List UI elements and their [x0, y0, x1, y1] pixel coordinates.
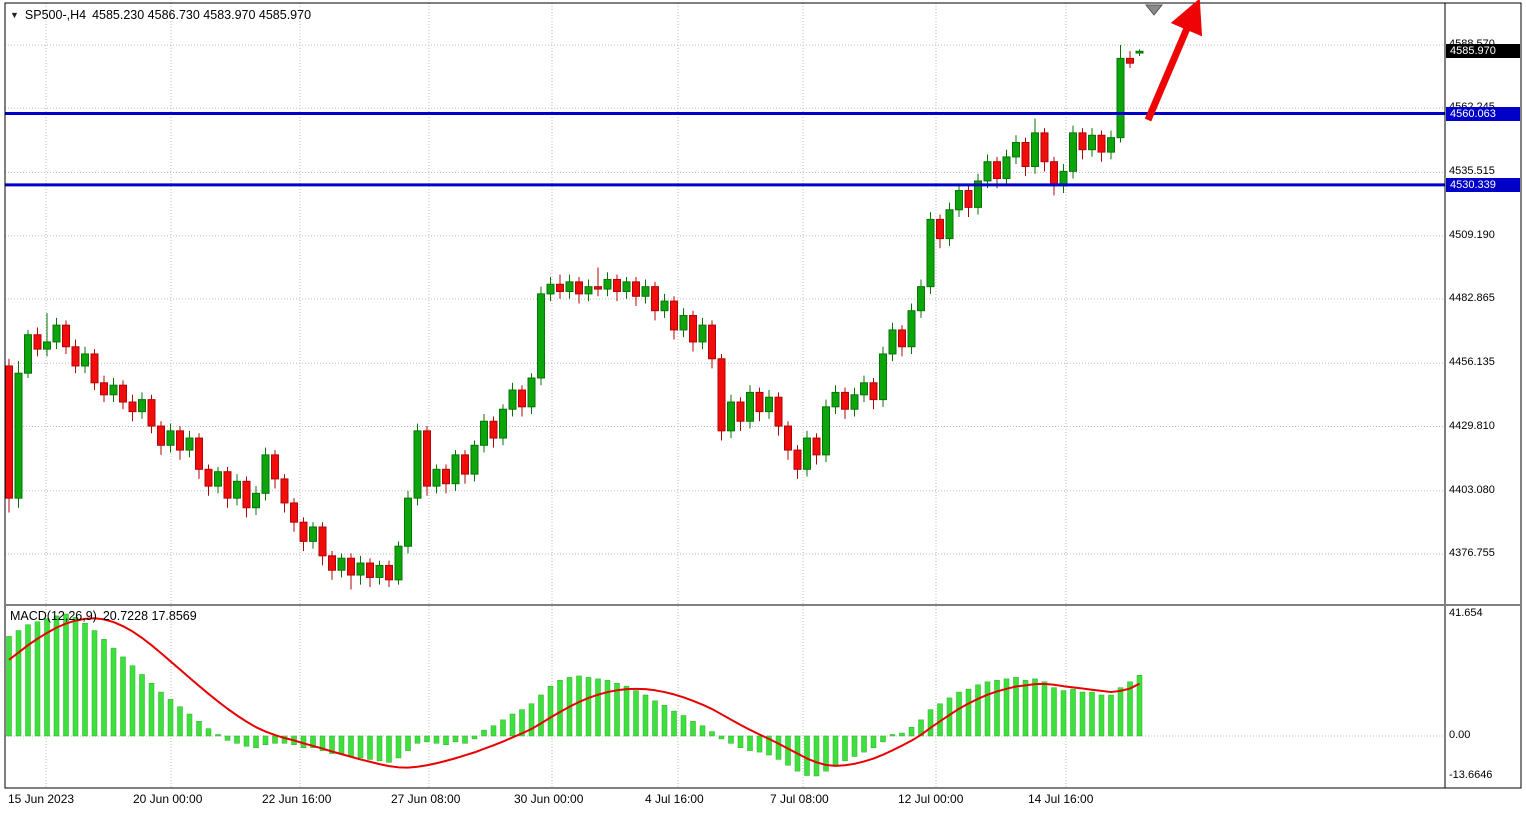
time-axis-label: 12 Jul 00:00 — [898, 792, 964, 806]
current-price-badge: 4585.970 — [1446, 44, 1520, 59]
macd-values: 20.7228 17.8569 — [102, 609, 197, 623]
time-axis-label: 14 Jul 16:00 — [1028, 792, 1094, 806]
time-axis-label: 20 Jun 00:00 — [133, 792, 203, 806]
time-axis-label: 4 Jul 16:00 — [645, 792, 704, 806]
candles — [5, 45, 1144, 590]
price-axis-label: -13.6646 — [1449, 769, 1493, 781]
price-axis-label: 4535.515 — [1449, 165, 1495, 178]
price-axis-label: 41.654 — [1449, 607, 1483, 619]
price-axis-label: 0.00 — [1449, 728, 1471, 741]
time-axis-label: 27 Jun 08:00 — [391, 792, 461, 806]
time-axis-label: 7 Jul 08:00 — [770, 792, 829, 806]
price-axis-label: 4456.135 — [1449, 356, 1495, 369]
chart-title: ▼ SP500-,H4 4585.230 4586.730 4583.970 4… — [10, 8, 311, 22]
time-axis-label: 30 Jun 00:00 — [514, 792, 584, 806]
price-axis-label: 4429.810 — [1449, 419, 1495, 432]
macd-name: MACD(12,26,9) — [10, 609, 97, 623]
macd-indicator-label: MACD(12,26,9) 20.7228 17.8569 — [10, 609, 197, 623]
price-axis-label: 4403.080 — [1449, 483, 1495, 496]
time-axis-label: 22 Jun 16:00 — [262, 792, 332, 806]
price-axis-label: 4376.755 — [1449, 547, 1495, 559]
level-price-badge: 4560.063 — [1446, 106, 1520, 121]
chart-frame-lines — [4, 2, 1522, 789]
level-price-badge: 4530.339 — [1446, 177, 1520, 192]
trend-arrow-head[interactable] — [1170, 0, 1203, 37]
symbol-marker-icon: ▼ — [10, 9, 19, 20]
macd-histogram — [6, 613, 1143, 777]
price-axis-label: 4482.865 — [1449, 292, 1495, 304]
trend-arrow-shaft[interactable] — [1144, 24, 1192, 122]
chart-title-symbol: SP500-,H4 — [24, 8, 87, 22]
price-axis-label: 4509.190 — [1449, 228, 1495, 241]
macd-signal-line — [8, 617, 1140, 769]
time-axis-label: 15 Jun 2023 — [8, 792, 75, 806]
chart-title-ohlc: 4585.230 4586.730 4583.970 4585.970 — [92, 8, 312, 22]
chart-shift-marker-icon[interactable] — [1144, 4, 1164, 16]
